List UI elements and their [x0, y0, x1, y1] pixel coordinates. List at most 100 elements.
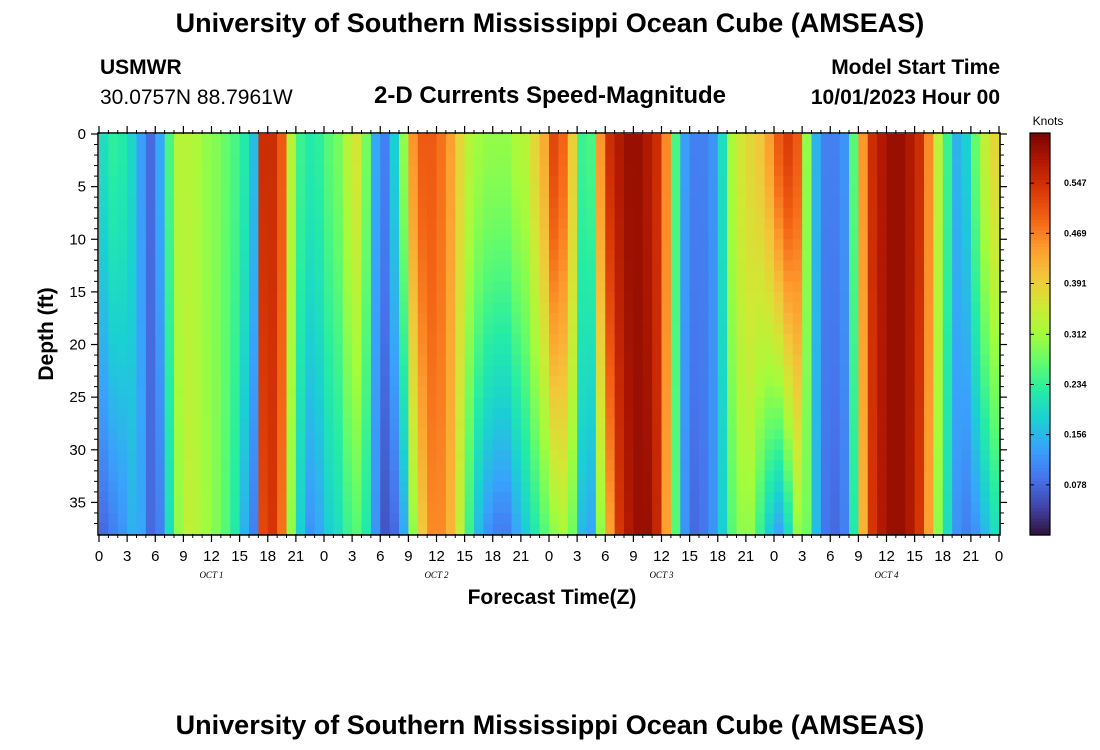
heatmap-cell [858, 312, 869, 325]
heatmap-cell [145, 418, 156, 430]
heatmap-cell [277, 260, 288, 272]
heatmap-cell [99, 155, 109, 167]
heatmap-cell [211, 302, 222, 314]
heatmap-cell [277, 197, 288, 209]
colorbar-segment [1030, 173, 1050, 178]
heatmap-cell [286, 186, 297, 198]
heatmap-cell [361, 428, 372, 440]
heatmap-cell [989, 176, 1000, 188]
heatmap-cell [792, 207, 803, 219]
heatmap-cell [370, 376, 381, 388]
heatmap-cell [417, 386, 428, 398]
heatmap-cell [877, 418, 888, 430]
heatmap-cell [427, 207, 438, 219]
heatmap-cell [595, 176, 606, 188]
heatmap-cell [342, 134, 353, 146]
heatmap-cell [614, 407, 625, 419]
heatmap-cell [277, 439, 288, 451]
heatmap-cell [249, 449, 259, 461]
heatmap-cell [230, 239, 241, 251]
heatmap-cell [595, 270, 606, 282]
heatmap-cell [445, 197, 456, 209]
heatmap-cell [745, 512, 756, 525]
heatmap-cell [408, 302, 419, 314]
heatmap-cell [286, 512, 297, 525]
heatmap-cell [352, 260, 363, 272]
heatmap-cell [342, 376, 353, 388]
heatmap-cell [520, 155, 531, 167]
heatmap-cell [183, 407, 194, 419]
heatmap-cell [745, 186, 756, 198]
heatmap-cell [249, 470, 259, 482]
heatmap-cell [99, 376, 109, 388]
heatmap-cell [736, 365, 747, 377]
heatmap-cell [352, 523, 363, 535]
heatmap-cell [961, 207, 972, 219]
heatmap-cell [586, 239, 597, 251]
heatmap-cell [811, 260, 822, 272]
heatmap-cell [764, 355, 775, 367]
heatmap-cell [652, 449, 663, 461]
heatmap-cell [914, 291, 925, 304]
heatmap-cell [783, 207, 794, 219]
heatmap-cell [970, 207, 981, 219]
heatmap-cell [220, 228, 231, 240]
heatmap-cell [867, 355, 878, 367]
heatmap-cell [380, 470, 391, 482]
heatmap-cell [980, 228, 991, 240]
heatmap-cell [577, 491, 588, 504]
heatmap-cell [727, 365, 738, 377]
heatmap-cell [942, 334, 953, 346]
heatmap-cell [324, 281, 334, 293]
heatmap-cell [670, 281, 681, 293]
heatmap-cell [727, 228, 738, 240]
heatmap-cell [699, 260, 709, 272]
x-tick-label: 21 [738, 548, 755, 565]
heatmap-cell [333, 481, 344, 493]
heatmap-cell [445, 291, 456, 304]
heatmap-cell [136, 470, 147, 482]
heatmap-cell [445, 323, 456, 335]
heatmap-cell [417, 397, 428, 409]
heatmap-cell [352, 449, 363, 461]
heatmap-cell [820, 428, 831, 440]
colorbar-segment [1030, 377, 1050, 382]
heatmap-cell [727, 491, 738, 504]
heatmap-cell [633, 260, 644, 272]
heatmap-cell [314, 197, 325, 209]
heatmap-cell [530, 355, 541, 367]
heatmap-cell [183, 397, 194, 409]
heatmap-cell [680, 523, 691, 535]
heatmap-cell [886, 155, 897, 167]
heatmap-cell [324, 512, 334, 525]
heatmap-cell [792, 512, 803, 525]
colorbar-segment [1030, 149, 1050, 154]
heatmap-cell [595, 386, 606, 398]
heatmap-cell [127, 260, 138, 272]
heatmap-cell [820, 470, 831, 482]
heatmap-cell [783, 186, 794, 198]
heatmap-cell [989, 302, 1000, 314]
heatmap-cell [380, 491, 391, 504]
heatmap-cell [277, 281, 288, 293]
heatmap-cell [877, 281, 888, 293]
heatmap-cell [989, 291, 1000, 304]
heatmap-cell [886, 176, 897, 188]
heatmap-cell [427, 218, 438, 230]
x-tick-label: 15 [681, 548, 698, 565]
heatmap-cell [595, 428, 606, 440]
heatmap-cell [230, 439, 241, 451]
heatmap-cell [511, 407, 522, 419]
heatmap-cell [755, 523, 766, 535]
heatmap-cell [661, 207, 672, 219]
heatmap-cell [230, 512, 241, 525]
heatmap-cell [164, 512, 175, 525]
heatmap-cell [661, 144, 672, 156]
heatmap-cell [624, 491, 634, 504]
heatmap-cell [511, 481, 522, 493]
heatmap-cell [361, 355, 372, 367]
heatmap-cell [745, 218, 756, 230]
heatmap-cell [642, 176, 653, 188]
heatmap-cell [530, 323, 541, 335]
heatmap-cell [699, 491, 709, 504]
